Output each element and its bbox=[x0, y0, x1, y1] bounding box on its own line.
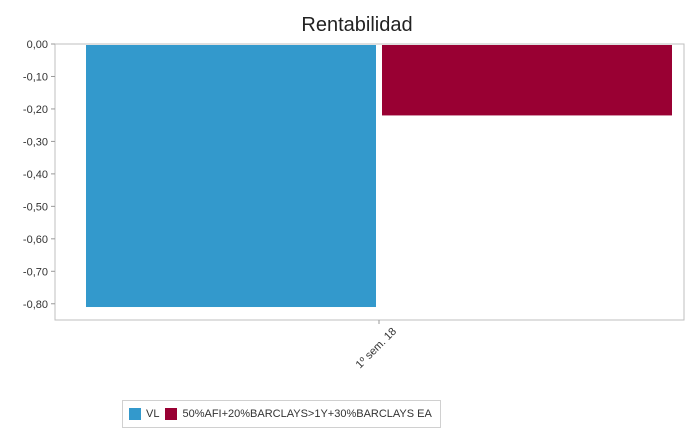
legend-item-benchmark: 50%AFI+20%BARCLAYS>1Y+30%BARCLAYS EA bbox=[165, 408, 432, 420]
plot-area: 0,00 -0,10 -0,20 -0,30 -0,40 -0,50 -0,60 -0,70 -… bbox=[23, 39, 685, 371]
y-tick-label: -0,40 bbox=[23, 169, 48, 181]
y-tick-label: -0,30 bbox=[23, 136, 48, 148]
legend-swatch-benchmark bbox=[165, 408, 178, 420]
legend-item-vl: VL bbox=[129, 408, 159, 420]
y-tick-label: -0,80 bbox=[23, 299, 48, 311]
bar-benchmark bbox=[382, 45, 672, 116]
x-category-label: 1º sem. 18 bbox=[354, 326, 399, 371]
legend-swatch-vl bbox=[129, 408, 141, 420]
y-tick-label: -0,60 bbox=[23, 234, 48, 246]
chart-legend: VL 50%AFI+20%BARCLAYS>1Y+30%BARCLAYS EA bbox=[122, 400, 441, 428]
bar-vl bbox=[86, 45, 376, 308]
y-tick-label: -0,20 bbox=[23, 104, 48, 116]
legend-label-vl: VL bbox=[146, 408, 160, 420]
y-tick-label: -0,10 bbox=[23, 71, 48, 83]
y-tick-label: 0,00 bbox=[27, 39, 48, 51]
plot-frame bbox=[54, 43, 685, 321]
y-tick-label: -0,70 bbox=[23, 266, 48, 278]
chart-title: Rentabilidad bbox=[301, 14, 412, 36]
legend-label-benchmark: 50%AFI+20%BARCLAYS>1Y+30%BARCLAYS EA bbox=[182, 408, 432, 420]
y-tick-label: -0,50 bbox=[23, 201, 48, 213]
